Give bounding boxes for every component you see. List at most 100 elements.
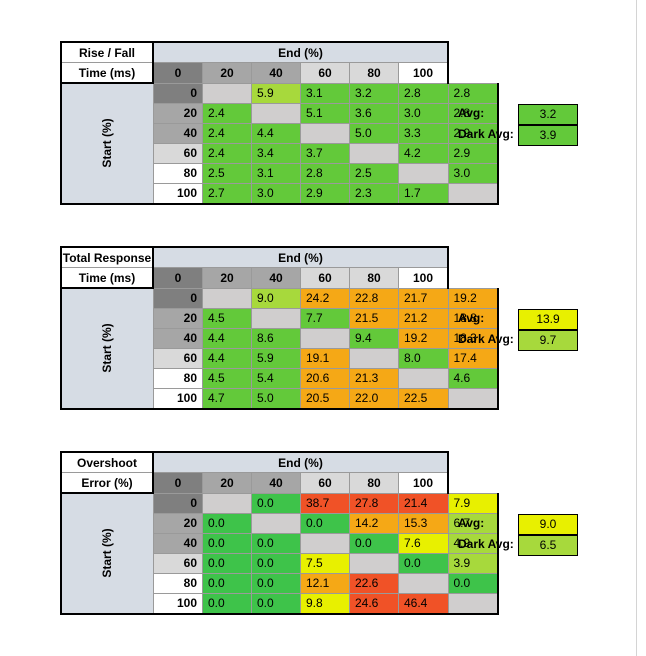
value-cell: 2.7 xyxy=(202,182,252,205)
value-cell: 18.3 xyxy=(447,327,499,349)
value-cell: 0.0 xyxy=(251,572,301,594)
value-cell: 0.0 xyxy=(202,532,252,554)
value-cell: 0.0 xyxy=(202,552,252,574)
value-cell: 3.4 xyxy=(251,142,301,164)
end-header: End (%) xyxy=(152,246,449,268)
value-cell: 6.7 xyxy=(447,512,499,534)
value-cell: 2.9 xyxy=(300,182,350,205)
avg-label: Avg: xyxy=(458,516,485,530)
start-axis-label: Start (%) xyxy=(60,287,154,410)
right-edge-line xyxy=(636,0,637,656)
start-level-header: 40 xyxy=(152,122,203,144)
value-cell: 2.3 xyxy=(349,182,399,205)
avg-value: 3.2 xyxy=(518,104,578,125)
value-cell xyxy=(202,287,252,309)
start-axis-label: Start (%) xyxy=(60,82,154,205)
value-cell: 12.1 xyxy=(300,572,350,594)
value-cell xyxy=(251,307,301,329)
value-cell: 22.0 xyxy=(349,387,399,410)
total-response-block: Total Response End (%) Time (ms) 0 20 40 60 80 1… xyxy=(60,246,499,410)
start-level-header: 0 xyxy=(152,82,203,104)
value-cell: 15.3 xyxy=(398,512,449,534)
value-cell: 2.8 xyxy=(300,162,350,184)
value-cell: 4.4 xyxy=(202,347,252,369)
start-level-header: 80 xyxy=(152,162,203,184)
value-cell: 2.4 xyxy=(202,122,252,144)
end-level-header: 20 xyxy=(202,472,252,494)
value-cell: 0.0 xyxy=(251,492,301,514)
value-cell xyxy=(349,142,399,164)
value-cell: 7.7 xyxy=(300,307,350,329)
end-level-header: 0 xyxy=(152,267,203,289)
value-cell: 0.0 xyxy=(202,572,252,594)
overshoot-block: Overshoot End (%) Error (%) 0 20 40 60 80 100 Sta… xyxy=(60,451,499,615)
value-cell: 7.9 xyxy=(447,492,499,514)
value-cell: 5.0 xyxy=(251,387,301,410)
value-cell: 0.0 xyxy=(300,512,350,534)
value-cell: 3.0 xyxy=(251,182,301,205)
end-level-header: 40 xyxy=(251,267,301,289)
value-cell: 20.6 xyxy=(300,367,350,389)
value-cell: 4.5 xyxy=(202,307,252,329)
value-cell xyxy=(300,122,350,144)
value-cell: 22.6 xyxy=(349,572,399,594)
value-cell: 21.2 xyxy=(398,307,449,329)
avg-value: 9.0 xyxy=(518,514,578,535)
value-cell xyxy=(398,162,449,184)
value-cell: 21.3 xyxy=(349,367,399,389)
value-cell: 18.8 xyxy=(447,307,499,329)
end-level-header: 20 xyxy=(202,267,252,289)
start-level-header: 20 xyxy=(152,307,203,329)
value-cell xyxy=(398,367,449,389)
value-cell: 20.5 xyxy=(300,387,350,410)
value-cell: 21.4 xyxy=(398,492,449,514)
avg-value: 13.9 xyxy=(518,309,578,330)
value-cell: 4.4 xyxy=(202,327,252,349)
value-cell: 19.1 xyxy=(300,347,350,369)
value-cell: 9.4 xyxy=(349,327,399,349)
table-title-line2: Time (ms) xyxy=(60,267,154,289)
start-level-header: 100 xyxy=(152,182,203,205)
table-title-line2: Error (%) xyxy=(60,472,154,494)
start-level-header: 0 xyxy=(152,492,203,514)
value-cell: 3.6 xyxy=(349,102,399,124)
end-level-header: 40 xyxy=(251,62,301,84)
value-cell: 0.0 xyxy=(349,532,399,554)
start-level-header: 80 xyxy=(152,572,203,594)
value-cell: 3.0 xyxy=(398,102,449,124)
value-cell xyxy=(202,82,252,104)
value-cell: 4.7 xyxy=(202,387,252,410)
value-cell: 14.2 xyxy=(349,512,399,534)
dark-avg-label: Dark Avg: xyxy=(458,127,514,141)
dark-avg-value: 9.7 xyxy=(518,330,578,351)
value-cell: 22.8 xyxy=(349,287,399,309)
value-cell: 3.7 xyxy=(300,142,350,164)
end-level-header: 0 xyxy=(152,62,203,84)
start-level-header: 100 xyxy=(152,387,203,410)
value-cell: 17.4 xyxy=(447,347,499,369)
total-response-table: Total Response End (%) Time (ms) 0 20 40 60 80 1… xyxy=(60,246,499,410)
value-cell: 22.5 xyxy=(398,387,449,410)
value-cell: 46.4 xyxy=(398,592,449,615)
value-cell: 4.2 xyxy=(398,142,449,164)
value-cell: 5.9 xyxy=(251,82,301,104)
value-cell: 19.2 xyxy=(447,287,499,309)
dark-avg-value: 6.5 xyxy=(518,535,578,556)
end-level-header: 100 xyxy=(398,472,449,494)
value-cell: 2.4 xyxy=(202,142,252,164)
value-cell: 3.1 xyxy=(300,82,350,104)
value-cell: 1.7 xyxy=(398,182,449,205)
value-cell: 0.0 xyxy=(398,552,449,574)
value-cell: 2.4 xyxy=(202,102,252,124)
end-level-header: 40 xyxy=(251,472,301,494)
value-cell: 2.8 xyxy=(447,82,499,104)
start-axis-label: Start (%) xyxy=(60,492,154,615)
value-cell xyxy=(251,102,301,124)
value-cell: 9.0 xyxy=(251,287,301,309)
end-level-header: 0 xyxy=(152,472,203,494)
dark-avg-label: Dark Avg: xyxy=(458,537,514,551)
value-cell: 3.2 xyxy=(349,82,399,104)
start-level-header: 80 xyxy=(152,367,203,389)
end-level-header: 80 xyxy=(349,472,399,494)
value-cell xyxy=(300,532,350,554)
